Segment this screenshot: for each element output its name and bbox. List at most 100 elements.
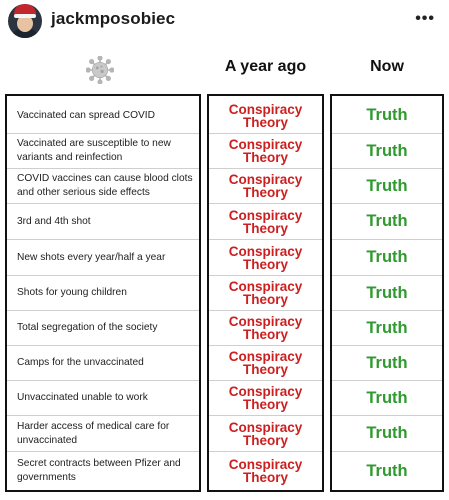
claim-row: Harder access of medical care for unvacc…: [7, 416, 199, 452]
then-word-1: Conspiracy: [228, 279, 303, 294]
claim-text: Harder access of medical care for unvacc…: [17, 420, 170, 446]
a-year-ago-cell: Conspiracy Theory: [209, 416, 322, 452]
now-cell: Truth: [332, 311, 442, 346]
then-word-1: Conspiracy: [228, 384, 303, 399]
conspiracy-theory-label: Conspiracy Theory: [228, 172, 303, 200]
claim-text: New shots every year/half a year: [17, 251, 166, 263]
truth-label: Truth: [366, 212, 408, 230]
post-header: jackmposobiec •••: [0, 0, 449, 44]
a-year-ago-cell: Conspiracy Theory: [209, 452, 322, 490]
then-word-2: Theory: [242, 220, 288, 236]
now-cell: Truth: [332, 240, 442, 276]
then-word-2: Theory: [242, 397, 288, 412]
column-header-a-year-ago: A year ago: [224, 58, 307, 75]
conspiracy-theory-label: Conspiracy Theory: [228, 137, 303, 165]
truth-label: Truth: [366, 283, 408, 302]
claim-row: Total segregation of the society: [7, 311, 199, 346]
truth-label: Truth: [366, 388, 408, 407]
then-word-2: Theory: [242, 292, 288, 307]
conspiracy-theory-label: Conspiracy Theory: [228, 207, 303, 236]
truth-label: Truth: [366, 461, 408, 480]
truth-label: Truth: [366, 106, 408, 124]
then-word-1: Conspiracy: [228, 137, 303, 152]
claim-row: 3rd and 4th shot: [7, 204, 199, 240]
santa-hat-icon: [14, 4, 36, 16]
then-word-1: Conspiracy: [228, 172, 303, 187]
santa-hat-brim: [14, 14, 36, 18]
truth-label: Truth: [366, 248, 408, 266]
claim-text: Unvaccinated unable to work: [17, 392, 148, 403]
then-word-2: Theory: [242, 327, 288, 342]
then-word-2: Theory: [242, 185, 288, 200]
then-word-1: Conspiracy: [228, 243, 303, 259]
claim-row: Vaccinated can spread COVID: [7, 98, 199, 134]
conspiracy-theory-label: Conspiracy Theory: [228, 101, 303, 130]
then-word-1: Conspiracy: [228, 101, 303, 117]
more-options-icon[interactable]: •••: [415, 10, 435, 27]
claim-row: Shots for young children: [7, 276, 199, 311]
now-cell: Truth: [332, 169, 442, 204]
now-cell: Truth: [332, 276, 442, 311]
now-cell: Truth: [332, 346, 442, 381]
conspiracy-theory-label: Conspiracy Theory: [228, 349, 303, 377]
then-word-1: Conspiracy: [228, 207, 303, 223]
then-word-1: Conspiracy: [228, 457, 303, 472]
claim-text: 3rd and 4th shot: [17, 215, 91, 227]
now-cell: Truth: [332, 416, 442, 452]
now-cell: Truth: [332, 98, 442, 134]
a-year-ago-cell: Conspiracy Theory: [209, 346, 322, 381]
then-word-2: Theory: [242, 114, 288, 130]
then-word-2: Theory: [242, 432, 288, 448]
claim-row: Vaccinated are susceptible to new varian…: [7, 134, 199, 169]
a-year-ago-cell: Conspiracy Theory: [209, 98, 322, 134]
now-column: Truth Truth Truth Truth Truth Truth Truth Truth…: [330, 94, 444, 492]
a-year-ago-cell: Conspiracy Theory: [209, 204, 322, 240]
truth-label: Truth: [366, 424, 408, 442]
conspiracy-theory-label: Conspiracy Theory: [228, 384, 303, 412]
a-year-ago-cell: Conspiracy Theory: [209, 169, 322, 204]
conspiracy-theory-label: Conspiracy Theory: [228, 314, 303, 342]
then-word-2: Theory: [242, 362, 288, 377]
claim-row: Unvaccinated unable to work: [7, 381, 199, 416]
conspiracy-theory-label: Conspiracy Theory: [228, 419, 303, 448]
conspiracy-theory-label: Conspiracy Theory: [228, 457, 303, 485]
now-cell: Truth: [332, 134, 442, 169]
a-year-ago-cell: Conspiracy Theory: [209, 276, 322, 311]
a-year-ago-cell: Conspiracy Theory: [209, 240, 322, 276]
avatar[interactable]: [8, 4, 42, 38]
now-cell: Truth: [332, 204, 442, 240]
claims-column: Vaccinated can spread COVID Vaccinated ar…: [5, 94, 201, 492]
claim-row: Camps for the unvaccinated: [7, 346, 199, 381]
a-year-ago-cell: Conspiracy Theory: [209, 134, 322, 169]
claim-row: New shots every year/half a year: [7, 240, 199, 276]
claim-row: COVID vaccines can cause blood clots and…: [7, 169, 199, 204]
then-word-2: Theory: [242, 256, 288, 272]
then-word-2: Theory: [242, 470, 288, 485]
truth-label: Truth: [366, 176, 408, 195]
then-word-1: Conspiracy: [228, 314, 303, 329]
virus-icon: [86, 56, 114, 84]
conspiracy-theory-label: Conspiracy Theory: [228, 279, 303, 307]
then-word-1: Conspiracy: [228, 419, 303, 435]
claim-text: Shots for young children: [17, 287, 127, 298]
then-word-1: Conspiracy: [228, 349, 303, 364]
claim-text: COVID vaccines can cause blood clots and…: [17, 173, 193, 198]
then-word-2: Theory: [242, 150, 288, 165]
now-cell: Truth: [332, 452, 442, 490]
avatar-face: [17, 15, 33, 32]
now-cell: Truth: [332, 381, 442, 416]
truth-label: Truth: [366, 318, 408, 337]
claim-text: Camps for the unvaccinated: [17, 357, 144, 368]
claim-text: Vaccinated are susceptible to new varian…: [17, 138, 171, 163]
a-year-ago-cell: Conspiracy Theory: [209, 311, 322, 346]
claim-text: Total segregation of the society: [17, 322, 158, 333]
a-year-ago-column: Conspiracy Theory Conspiracy Theory Conspira…: [207, 94, 324, 492]
claim-text: Vaccinated can spread COVID: [17, 109, 155, 121]
avatar-suit: [11, 28, 39, 38]
conspiracy-theory-label: Conspiracy Theory: [228, 243, 303, 272]
truth-label: Truth: [366, 141, 408, 160]
claim-text: Secret contracts between Pfizer and gove…: [17, 458, 181, 483]
username[interactable]: jackmposobiec: [51, 9, 176, 28]
truth-label: Truth: [366, 353, 408, 372]
a-year-ago-cell: Conspiracy Theory: [209, 381, 322, 416]
